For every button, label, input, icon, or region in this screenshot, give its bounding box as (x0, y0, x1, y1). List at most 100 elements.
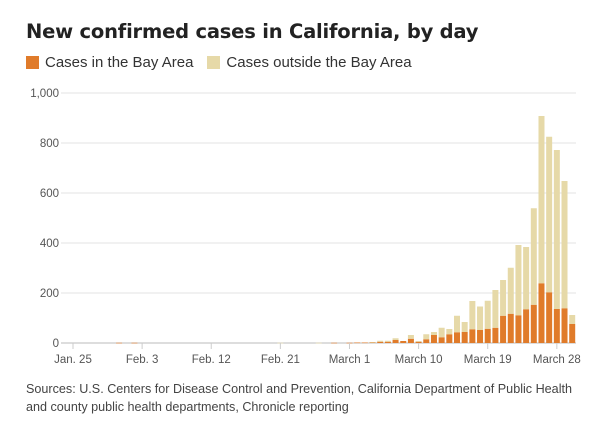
bar-stack (469, 301, 476, 343)
chart-title: New confirmed cases in California, by da… (26, 20, 479, 43)
x-tick-label: March 28 (533, 354, 581, 366)
bar-outside-bay-area (377, 340, 384, 342)
bar-stack (569, 315, 576, 343)
bar-stack (331, 342, 338, 344)
bars (116, 116, 576, 344)
legend-swatch-outside-bay-area (207, 56, 221, 69)
bar-outside-bay-area (553, 150, 560, 309)
bar-bay-area (116, 342, 123, 344)
bar-bay-area (446, 334, 453, 343)
bar-outside-bay-area (415, 341, 422, 342)
x-tick-label: March 1 (329, 354, 371, 366)
bar-bay-area (331, 342, 338, 344)
bar-stack (354, 342, 361, 344)
bar-outside-bay-area (384, 340, 391, 342)
bar-outside-bay-area (438, 327, 445, 338)
bar-outside-bay-area (515, 245, 522, 316)
bar-outside-bay-area (461, 322, 468, 332)
bar-bay-area (400, 341, 407, 343)
bar-stack (477, 306, 484, 343)
bar-stack (500, 280, 507, 343)
bar-stack (553, 150, 560, 343)
bar-outside-bay-area (315, 342, 322, 344)
bar-stack (454, 315, 460, 343)
bar-stack (369, 342, 376, 343)
bar-bay-area (392, 340, 399, 343)
x-tick-label: March 10 (395, 354, 443, 366)
bar-stack (315, 342, 322, 344)
bar-bay-area (515, 315, 522, 343)
y-tick-label: 1,000 (30, 88, 59, 100)
bar-bay-area (553, 309, 560, 343)
bar-outside-bay-area (484, 300, 491, 329)
x-tick-label: Feb. 21 (261, 354, 300, 366)
bar-outside-bay-area (561, 181, 568, 309)
x-tick-label: Feb. 12 (192, 354, 231, 366)
legend-item-bay-area: Cases in the Bay Area (26, 54, 193, 71)
bar-bay-area (492, 327, 499, 343)
legend-item-outside-bay-area: Cases outside the Bay Area (207, 54, 412, 71)
bar-bay-area (430, 335, 437, 343)
bar-outside-bay-area (392, 338, 399, 340)
bar-stack (461, 322, 468, 343)
bar-bay-area (469, 329, 476, 343)
bar-bay-area (523, 309, 530, 343)
bar-bay-area (354, 342, 361, 344)
bar-stack (131, 342, 138, 344)
bar-outside-bay-area (492, 290, 499, 328)
legend-label-bay-area: Cases in the Bay Area (45, 54, 194, 71)
bar-bay-area (415, 341, 422, 343)
bar-bay-area (454, 332, 460, 343)
bar-bay-area (546, 292, 553, 343)
bar-stack (116, 342, 123, 344)
bar-bay-area (569, 324, 576, 343)
bar-stack (430, 332, 437, 343)
gridlines (61, 92, 576, 344)
bar-outside-bay-area (538, 116, 545, 284)
y-tick-label: 0 (53, 338, 59, 350)
bar-outside-bay-area (569, 315, 576, 324)
bar-outside-bay-area (430, 332, 437, 335)
bar-stack (407, 335, 414, 343)
bar-bay-area (361, 342, 368, 344)
legend-swatch-bay-area (26, 56, 39, 69)
bar-stack (400, 341, 407, 343)
bar-stack (523, 247, 530, 343)
bar-outside-bay-area (507, 267, 514, 314)
bar-outside-bay-area (423, 334, 430, 340)
bar-stack (446, 329, 453, 343)
bar-stack (438, 327, 445, 343)
bar-bay-area (377, 341, 384, 343)
legend-label-outside-bay-area: Cases outside the Bay Area (226, 54, 412, 71)
y-tick-label: 400 (40, 238, 59, 250)
bar-outside-bay-area (530, 208, 537, 305)
bar-stack (507, 267, 514, 343)
bar-chart: 0 200 400 600 800 1,000 Jan. 25 Feb. 3 Feb. 12 F… (30, 88, 581, 366)
y-axis-ticks: 0 200 400 600 800 1,000 (30, 88, 59, 350)
bar-stack (361, 342, 368, 344)
bar-stack (484, 300, 491, 343)
bar-outside-bay-area (546, 136, 553, 293)
x-tick-label: March 19 (464, 354, 512, 366)
bar-stack (515, 245, 522, 343)
bar-outside-bay-area (446, 329, 453, 335)
bar-bay-area (438, 337, 445, 343)
bar-bay-area (423, 339, 430, 343)
bar-bay-area (461, 332, 468, 343)
bar-bay-area (407, 338, 414, 343)
y-tick-label: 200 (40, 288, 59, 300)
bar-bay-area (530, 304, 537, 343)
bar-bay-area (500, 315, 507, 343)
x-tick-label: Jan. 25 (54, 354, 92, 366)
bar-stack (561, 181, 568, 343)
bar-stack (530, 208, 537, 343)
bar-bay-area (369, 342, 376, 343)
bar-bay-area (131, 342, 138, 344)
bar-outside-bay-area (523, 247, 530, 310)
bar-outside-bay-area (369, 342, 376, 343)
bar-bay-area (484, 328, 491, 343)
legend: Cases in the Bay Area Cases outside the … (26, 54, 426, 71)
bar-bay-area (561, 308, 568, 343)
x-axis: Jan. 25 Feb. 3 Feb. 12 Feb. 21 March 1 March … (54, 343, 581, 366)
bar-stack (423, 334, 430, 343)
